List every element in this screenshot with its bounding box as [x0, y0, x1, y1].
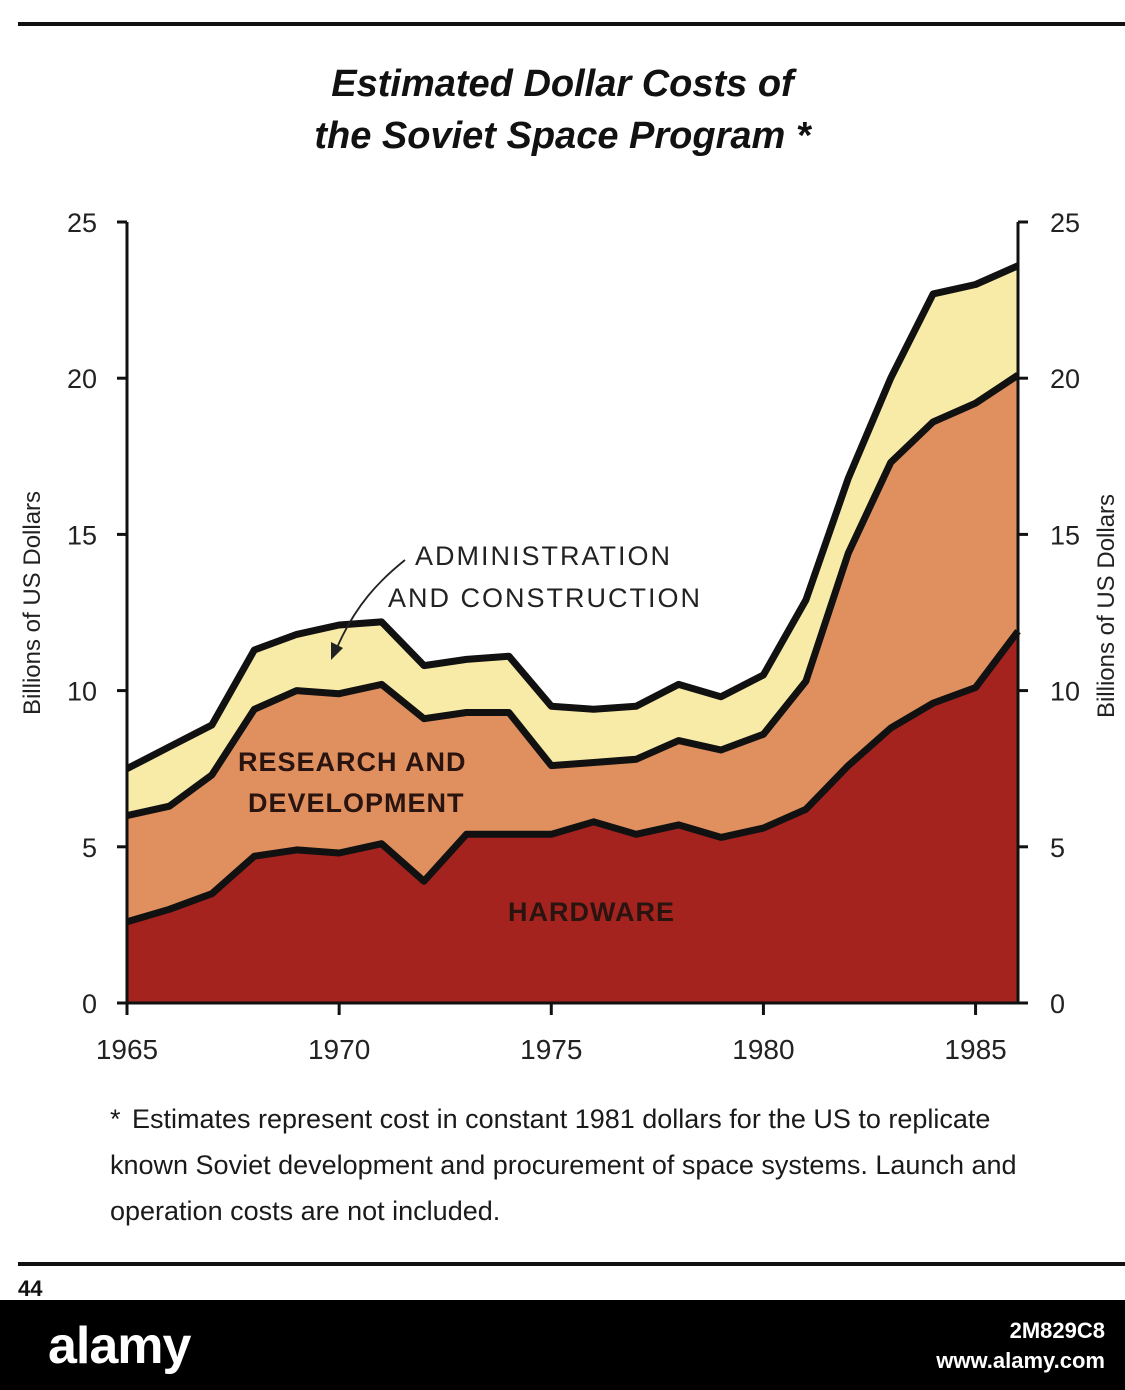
- area-2: [127, 375, 1018, 922]
- area-1: [127, 631, 1018, 1003]
- y-tick-label-right: 5: [1050, 833, 1065, 863]
- y-tick-label-right: 15: [1050, 520, 1080, 550]
- x-tick-label: 1975: [520, 1034, 582, 1065]
- page-number: 44: [18, 1276, 43, 1301]
- y-axis-title-left: Billions of US Dollars: [19, 491, 46, 715]
- y-tick-label-right: 25: [1050, 208, 1080, 238]
- y-tick-label-left: 10: [67, 677, 97, 707]
- y-tick-label-right: 20: [1050, 364, 1080, 394]
- chart-title: Estimated Dollar Costs of the Soviet Spa…: [0, 58, 1125, 162]
- annotation-pointer-line: [335, 559, 406, 651]
- bottom-rule: [18, 1262, 1125, 1266]
- y-tick-label-left: 20: [67, 364, 97, 394]
- annotation-pointer-arrowhead: [331, 642, 343, 660]
- watermark-url: www.alamy.com: [936, 1348, 1105, 1373]
- y-tick-label-left: 25: [67, 208, 97, 238]
- chart-title-line2-text: the Soviet Space Program: [314, 115, 786, 157]
- chart-labels: RESEARCH AND DEVELOPMENT HARDWARE ADMINISTR…: [238, 541, 702, 927]
- footnote-marker: *: [110, 1104, 121, 1134]
- x-tick-label: 1970: [308, 1034, 370, 1065]
- chart-title-line2: the Soviet Space Program *: [0, 110, 1125, 162]
- watermark-bar: alamy 2M829C8 www.alamy.com: [0, 1300, 1125, 1390]
- y-axis-title-right: Billions of US Dollars: [1093, 494, 1120, 718]
- chart-title-marker: *: [795, 115, 811, 157]
- area-layers: [127, 265, 1018, 1003]
- y-tick-label-left: 0: [82, 989, 97, 1019]
- y-tick-label-right: 10: [1050, 677, 1080, 707]
- watermark-logo: alamy: [48, 1317, 191, 1375]
- annotation-admin-line1: ADMINISTRATION: [415, 541, 672, 571]
- top-rule: [18, 22, 1125, 26]
- chart-title-line1: Estimated Dollar Costs of: [331, 63, 794, 105]
- footnote: * Estimates represent cost in constant 19…: [110, 1096, 1020, 1234]
- annotation-rd-line2: DEVELOPMENT: [248, 788, 465, 818]
- x-tick-label: 1980: [732, 1034, 794, 1065]
- y-tick-label-left: 5: [82, 833, 97, 863]
- axes: 0 0 5 5 10 10 15 15 20 20 25 25 1965 1970 1975 1980 1985…: [19, 208, 1120, 1065]
- annotation-rd-line1: RESEARCH AND: [238, 747, 467, 777]
- y-tick-label-right: 0: [1050, 989, 1065, 1019]
- x-tick-label: 1985: [944, 1034, 1006, 1065]
- x-tick-label: 1965: [96, 1034, 158, 1065]
- annotation-admin-line2: AND CONSTRUCTION: [388, 583, 702, 613]
- boundary-line-2: [126, 372, 1020, 820]
- watermark-image-id: 2M829C8: [1009, 1318, 1105, 1343]
- annotation-hardware: HARDWARE: [508, 897, 675, 927]
- footnote-text: Estimates represent cost in constant 198…: [110, 1104, 1017, 1226]
- y-tick-label-left: 15: [67, 520, 97, 550]
- area-3: [127, 265, 1018, 816]
- boundary-lines: [125, 262, 1021, 926]
- boundary-line-1: [126, 629, 1021, 926]
- boundary-line-3: [125, 262, 1020, 772]
- area-chart: 0 0 5 5 10 10 15 15 20 20 25 25 1965 1970 1975 1980 1985…: [19, 208, 1120, 1065]
